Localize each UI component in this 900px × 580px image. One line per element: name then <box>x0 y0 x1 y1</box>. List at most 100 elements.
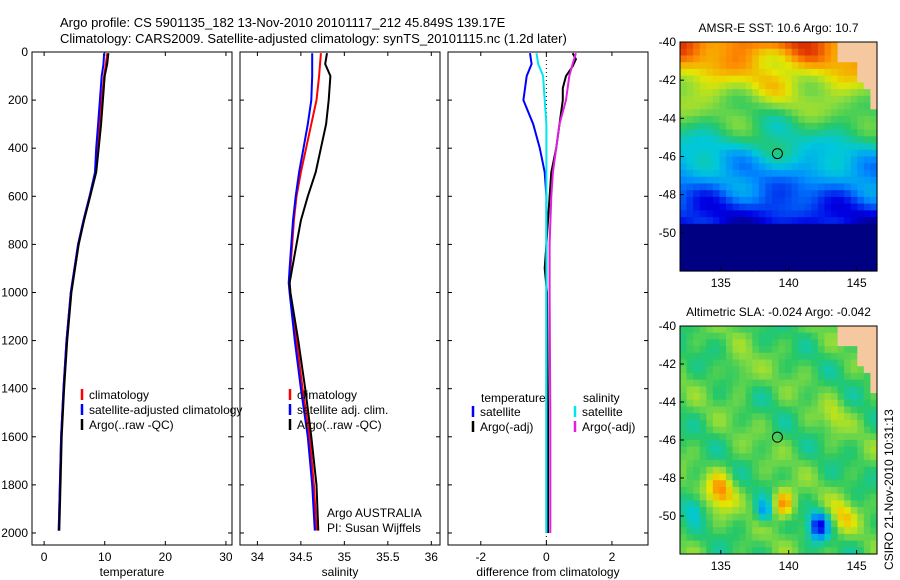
map-cell <box>811 163 819 171</box>
map-cell <box>745 399 753 408</box>
map-cell <box>745 419 753 428</box>
map-cell <box>811 446 819 455</box>
map-cell <box>765 500 773 508</box>
map-cell <box>850 129 858 137</box>
map-cell <box>745 520 753 528</box>
map-cell <box>778 55 786 63</box>
map-cell <box>706 533 714 542</box>
map-cell <box>765 493 773 501</box>
map-cell <box>785 48 793 57</box>
map-cell <box>811 237 819 245</box>
map-cell <box>752 453 760 461</box>
map-cell <box>778 413 786 421</box>
map-cell <box>844 346 852 354</box>
map-cell <box>778 257 786 265</box>
map-cell <box>680 62 688 70</box>
map-cell <box>844 527 852 535</box>
map-cell <box>732 48 740 57</box>
x-tick-label: 135 <box>711 559 731 573</box>
map-cell <box>785 210 793 218</box>
map-cell <box>686 176 694 185</box>
map-cell <box>725 203 734 211</box>
map-cell <box>817 520 826 528</box>
map-cell <box>870 223 878 232</box>
map-cell <box>765 68 773 77</box>
map-cell <box>863 102 872 110</box>
map-cell <box>699 386 707 394</box>
map-cell <box>778 440 786 448</box>
map-cell <box>745 352 753 361</box>
map-cell <box>857 210 865 218</box>
map-cell <box>850 250 858 259</box>
map-cell <box>831 264 839 272</box>
map-cell <box>739 326 747 334</box>
map-cell <box>693 196 701 205</box>
map-cell <box>857 183 865 191</box>
map-cell <box>732 55 740 63</box>
map-cell <box>850 102 858 110</box>
map-cell <box>719 169 727 178</box>
map-cell <box>837 346 845 354</box>
map-cell <box>719 493 727 501</box>
map-cell <box>732 359 740 367</box>
map-cell <box>771 359 780 367</box>
map-cell <box>791 520 799 528</box>
map-cell <box>719 520 727 528</box>
map-cell <box>719 230 727 238</box>
map-cell <box>745 223 753 232</box>
map-cell <box>778 352 786 361</box>
map-cell <box>811 156 819 164</box>
side-label: CSIRO 21-Nov-2010 10:31:13 <box>882 409 896 570</box>
map-cell <box>745 413 753 421</box>
map-cell <box>791 513 799 522</box>
map-cell <box>817 426 826 434</box>
map-cell <box>739 102 747 110</box>
map-cell <box>857 393 865 401</box>
map-cell <box>863 460 872 468</box>
map-cell <box>824 379 832 387</box>
map-cell <box>798 68 806 77</box>
map-cell <box>712 89 720 97</box>
map-cell <box>686 203 694 211</box>
map-cell <box>706 183 714 191</box>
map-cell <box>811 352 819 361</box>
map-cell <box>752 75 760 84</box>
map-cell <box>804 466 812 475</box>
map-cell <box>785 339 793 347</box>
map-cell <box>804 217 812 225</box>
map-cell <box>765 393 773 401</box>
map-cell <box>699 393 707 401</box>
map-cell <box>844 75 852 84</box>
map-cell <box>791 244 799 252</box>
map-cell <box>817 393 826 401</box>
map-cell <box>699 446 707 455</box>
map-cell <box>870 513 878 522</box>
map-cell <box>798 453 806 461</box>
map-cell <box>725 143 734 151</box>
map-cell <box>811 419 819 428</box>
map-cell <box>706 210 714 218</box>
map-cell <box>752 352 760 361</box>
map-cell <box>778 480 786 488</box>
map-cell <box>824 75 832 84</box>
map-cell <box>824 42 832 50</box>
map-cell <box>844 372 852 381</box>
map-cell <box>850 379 858 387</box>
map-cell <box>771 109 780 117</box>
map-cell <box>771 264 780 272</box>
map-cell <box>706 466 714 475</box>
map-cell <box>863 426 872 434</box>
map-cell <box>712 527 720 535</box>
map-cell <box>824 473 832 481</box>
map-cell <box>739 486 747 495</box>
map-cell <box>850 116 858 124</box>
map-cell <box>831 547 839 555</box>
map-cell <box>745 116 753 124</box>
map-cell <box>739 466 747 475</box>
map-cell <box>739 82 747 90</box>
map-cell <box>752 406 760 414</box>
map-cell <box>837 129 845 137</box>
map-cell <box>752 500 760 508</box>
